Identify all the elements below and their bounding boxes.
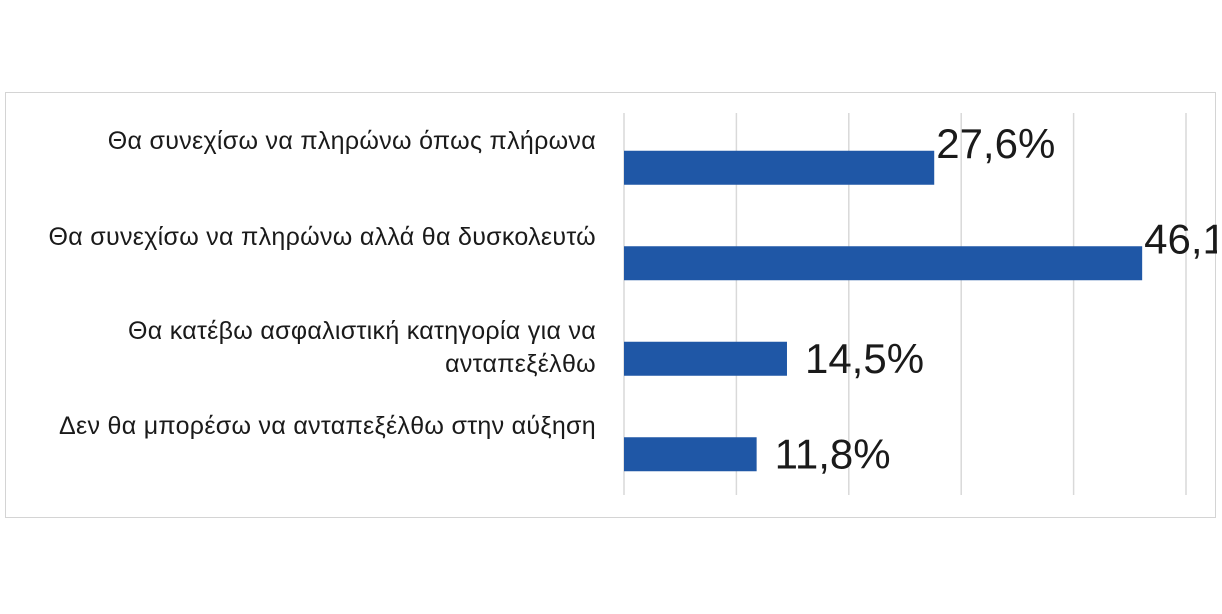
category-label: Θα κατέβω ασφαλιστική κατηγορία για να α… <box>128 317 596 378</box>
category-label: Δεν θα μπορέσω να ανταπεξέλθω στην αύξησ… <box>59 412 596 440</box>
data-label: 46,1% <box>1144 215 1217 262</box>
bar <box>624 150 935 185</box>
bar <box>624 341 787 376</box>
bar <box>624 437 757 472</box>
category-label: Θα συνεχίσω να πληρώνω αλλά θα δυσκολευτ… <box>48 223 596 251</box>
data-label: 11,8% <box>775 430 891 477</box>
chart-frame: Θα συνεχίσω να πληρώνω όπως πλήρωνα Θα σ… <box>5 92 1217 518</box>
data-label: 14,5% <box>805 335 924 382</box>
category-label: Θα συνεχίσω να πληρώνω όπως πλήρωνα <box>107 127 596 155</box>
data-label: 27,6% <box>936 120 1055 167</box>
bar <box>624 246 1143 281</box>
chart-plot: 27,6% 46,1% 14,5% 11,8% <box>623 113 1217 495</box>
